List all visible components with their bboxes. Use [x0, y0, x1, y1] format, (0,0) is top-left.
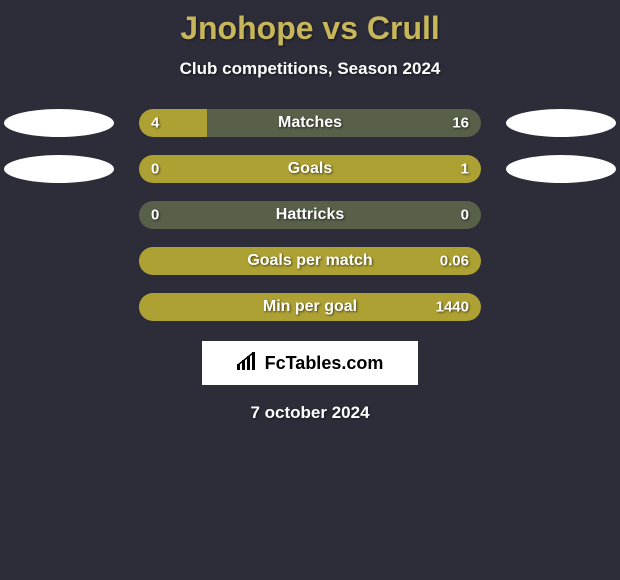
player-right-marker: [506, 155, 616, 183]
page-subtitle: Club competitions, Season 2024: [0, 59, 620, 79]
stat-value-left: 0: [151, 207, 159, 224]
stat-value-left: 0: [151, 161, 159, 178]
bar-fill-left: [139, 109, 207, 137]
stat-row: 0 Hattricks 0: [0, 201, 620, 229]
logo-text: FcTables.com: [265, 353, 384, 374]
stat-bar: 4 Matches 16: [139, 109, 481, 137]
stat-value-right: 0: [461, 207, 469, 224]
stat-value-right: 1: [461, 161, 469, 178]
stat-row: 0 Goals 1: [0, 155, 620, 183]
player-left-marker: [4, 109, 114, 137]
stat-row: 4 Matches 16: [0, 109, 620, 137]
stat-value-right: 0.06: [440, 253, 469, 270]
chart-icon: [237, 352, 259, 375]
stats-area: 4 Matches 16 0 Goals 1 0 Hattricks 0 Goals per ma…: [0, 109, 620, 321]
stat-label: Min per goal: [263, 298, 357, 316]
stat-row: Min per goal 1440: [0, 293, 620, 321]
player-right-marker: [506, 109, 616, 137]
stat-value-right: 1440: [436, 299, 469, 316]
logo-box: FcTables.com: [202, 341, 418, 385]
page-title: Jnohope vs Crull: [0, 10, 620, 47]
stat-row: Goals per match 0.06: [0, 247, 620, 275]
stat-value-right: 16: [452, 115, 469, 132]
stat-bar: 0 Hattricks 0: [139, 201, 481, 229]
date-text: 7 october 2024: [0, 403, 620, 423]
infographic-container: Jnohope vs Crull Club competitions, Seas…: [0, 0, 620, 423]
stat-label: Hattricks: [276, 206, 344, 224]
player-left-marker: [4, 155, 114, 183]
stat-label: Matches: [278, 114, 342, 132]
stat-bar: Min per goal 1440: [139, 293, 481, 321]
stat-label: Goals: [288, 160, 332, 178]
stat-bar: Goals per match 0.06: [139, 247, 481, 275]
stat-label: Goals per match: [247, 252, 372, 270]
stat-bar: 0 Goals 1: [139, 155, 481, 183]
stat-value-left: 4: [151, 115, 159, 132]
